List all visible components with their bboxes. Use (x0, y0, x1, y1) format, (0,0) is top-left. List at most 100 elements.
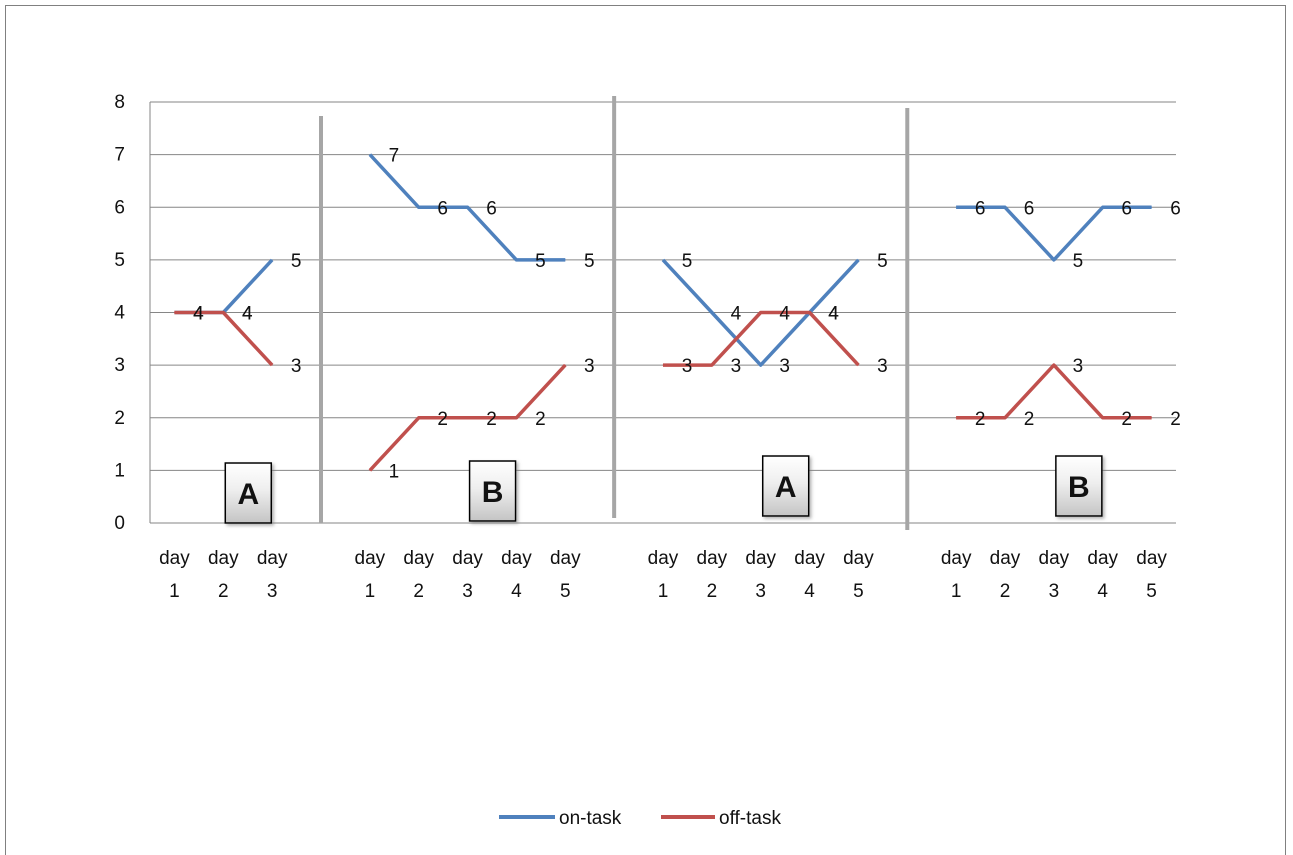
x-tick-label: day 2 (403, 548, 434, 602)
off-task-point (271, 364, 273, 366)
off-task-data-label: 2 (535, 409, 546, 430)
off-task-point (369, 469, 371, 471)
off-task-data-label: 4 (242, 304, 253, 325)
on-task-point (515, 259, 517, 261)
y-tick-label: 5 (114, 250, 125, 271)
on-task-point (271, 259, 273, 261)
off-task-point (1102, 417, 1104, 419)
off-task-data-label: 3 (731, 356, 742, 377)
off-task-data-label: 1 (389, 461, 400, 482)
off-task-point (515, 417, 517, 419)
phase-label: A (775, 471, 797, 504)
off-task-data-label: 4 (779, 304, 790, 325)
phase-label: B (482, 476, 504, 509)
on-task-data-label: 4 (828, 304, 839, 325)
phase-label-box (1055, 455, 1103, 517)
on-task-data-label: 6 (486, 198, 497, 219)
on-task-point (711, 312, 713, 313)
on-task-data-label: 5 (291, 251, 302, 272)
on-task-data-label: 5 (1073, 251, 1084, 272)
off-task-point (222, 312, 224, 313)
off-task-data-label: 3 (584, 356, 595, 377)
off-task-data-label: 3 (682, 356, 693, 377)
on-task-data-label: 5 (682, 251, 693, 272)
off-task-data-label: 3 (877, 356, 888, 377)
on-task-point (1102, 206, 1104, 208)
on-task-data-label: 5 (535, 251, 546, 272)
on-task-series-line (174, 258, 274, 315)
on-task-data-label: 3 (779, 356, 790, 377)
off-task-point (662, 364, 664, 366)
off-task-data-label: 4 (193, 304, 204, 325)
y-tick-label: 2 (114, 408, 125, 429)
y-tick-label: 3 (114, 355, 125, 376)
x-tick-label: day 5 (1136, 548, 1167, 602)
on-task-data-label: 6 (1121, 198, 1132, 219)
phase-dividers (319, 96, 910, 530)
x-tick-label: day 5 (550, 548, 581, 602)
on-task-data-label: 4 (731, 304, 742, 325)
on-task-point (955, 206, 957, 208)
on-task-data-label: 5 (584, 251, 595, 272)
off-task-point (857, 364, 859, 366)
phase-label: A (237, 478, 259, 511)
phase-label: B (1068, 471, 1090, 504)
x-tick-label: day 1 (355, 548, 386, 602)
data-series (173, 153, 1153, 472)
on-task-point (369, 154, 371, 156)
legend: on-task off-task (499, 808, 781, 829)
off-task-data-label: 3 (1073, 356, 1084, 377)
off-task-data-label: 2 (486, 409, 497, 430)
y-tick-label: 4 (114, 303, 125, 324)
off-task-data-label: 2 (437, 409, 448, 430)
off-task-data-label: 3 (291, 356, 302, 377)
x-tick-label: day 4 (794, 548, 825, 602)
off-task-data-label: 2 (1024, 409, 1035, 430)
legend-label-off-task: off-task (719, 808, 781, 829)
off-task-data-label: 4 (828, 304, 839, 325)
off-task-point (173, 312, 175, 313)
off-task-point (418, 417, 420, 419)
off-task-point (564, 364, 566, 366)
off-task-point (711, 364, 713, 366)
on-task-data-label: 4 (242, 304, 253, 325)
x-tick-label: day 2 (208, 548, 239, 602)
on-task-data-label: 6 (1024, 198, 1035, 219)
off-task-data-label: 2 (1121, 409, 1132, 430)
on-task-point (564, 259, 566, 261)
phase-label-box (761, 455, 810, 517)
off-task-point (467, 417, 469, 419)
x-tick-label: day 4 (1087, 548, 1118, 602)
on-task-data-label: 6 (437, 198, 448, 219)
on-task-point (1053, 259, 1055, 261)
on-task-point (467, 206, 469, 208)
y-tick-label: 8 (114, 92, 125, 113)
on-task-data-label: 6 (1170, 198, 1181, 219)
x-tick-label: day 1 (159, 548, 190, 602)
phase-label-box (468, 460, 517, 522)
on-task-data-label: 7 (389, 146, 400, 167)
chart-frame (5, 5, 1286, 855)
off-task-data-label: 2 (975, 409, 986, 430)
y-tick-label: 7 (114, 145, 125, 166)
on-task-point (418, 206, 420, 208)
off-task-point (1053, 364, 1055, 366)
axes: 0 1 2 3 4 5 6 7 8 day 1 day 2 day 3 day 1 day 2 day 3 day 4 day… (114, 92, 1176, 602)
on-task-data-label: 4 (193, 304, 204, 325)
on-task-point (1151, 206, 1153, 208)
x-tick-label: day 5 (843, 548, 874, 602)
off-task-point (955, 417, 957, 419)
x-tick-label: day 4 (501, 548, 532, 602)
on-task-data-label: 6 (975, 198, 986, 219)
on-task-point (760, 364, 762, 366)
phase-label-box (224, 462, 273, 524)
x-tick-label: day 1 (648, 548, 679, 602)
off-task-series-line (174, 310, 274, 367)
off-task-point (809, 312, 811, 313)
on-task-point (662, 259, 664, 261)
off-task-point (1151, 417, 1153, 419)
legend-label-on-task: on-task (559, 808, 622, 829)
y-tick-label: 0 (114, 513, 125, 534)
on-task-point (1004, 206, 1006, 208)
